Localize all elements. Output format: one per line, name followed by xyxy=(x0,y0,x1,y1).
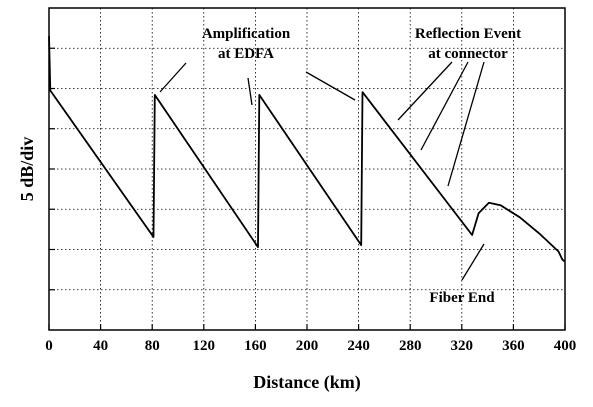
x-tick-label: 40 xyxy=(93,338,108,354)
x-tick-label: 200 xyxy=(296,338,319,354)
leader-line xyxy=(447,61,485,187)
leader-line xyxy=(397,61,453,121)
x-tick-label: 0 xyxy=(45,338,53,354)
x-axis-label: Distance (km) xyxy=(253,372,360,393)
x-tick-label: 160 xyxy=(244,338,267,354)
leader-line xyxy=(159,62,187,93)
annotation: Reflection Event xyxy=(415,26,521,42)
leader-lines xyxy=(159,61,485,281)
x-tick-label: 320 xyxy=(451,338,474,354)
leader-line xyxy=(305,71,356,101)
x-tick-label: 280 xyxy=(399,338,422,354)
trace xyxy=(48,36,566,263)
annotation: Amplification xyxy=(202,26,291,42)
leader-line xyxy=(461,243,485,281)
x-tick-label: 120 xyxy=(193,338,216,354)
x-tick-label: 360 xyxy=(502,338,525,354)
x-tick-label: 240 xyxy=(347,338,370,354)
y-axis-label: 5 dB/div xyxy=(17,137,37,202)
annotation: Fiber End xyxy=(429,290,495,306)
leader-line xyxy=(247,77,253,106)
x-tick-label: 80 xyxy=(145,338,160,354)
annotation: at EDFA xyxy=(218,46,274,62)
annotation: at connector xyxy=(428,46,508,62)
x-tick-label: 400 xyxy=(554,338,577,354)
plot-frame xyxy=(48,7,566,331)
leader-line xyxy=(420,61,469,151)
